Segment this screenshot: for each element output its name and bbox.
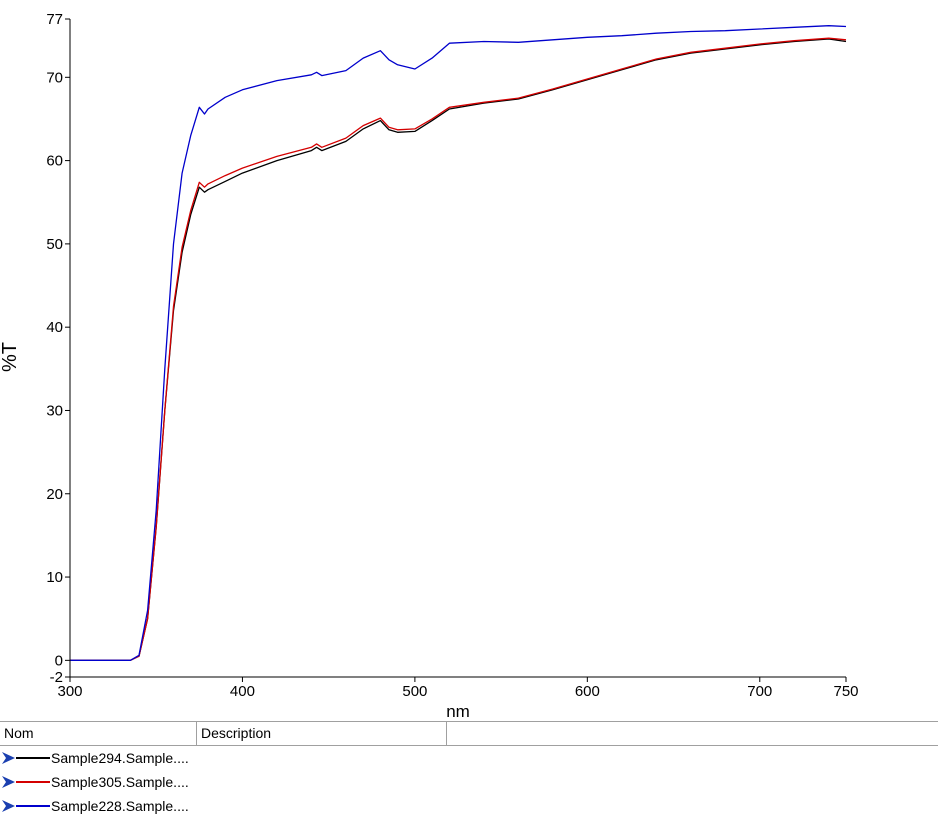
y-tick-label: 40 (46, 319, 63, 336)
y-tick-label: 70 (46, 69, 63, 86)
x-tick-label: 750 (833, 683, 858, 700)
series-swatch (16, 781, 50, 783)
x-axis-ticks: 300 400 500 600 700 750 (57, 677, 859, 700)
x-tick-label: 600 (575, 683, 600, 700)
column-header-description[interactable]: Description (197, 722, 447, 745)
y-tick-label: 50 (46, 236, 63, 253)
x-tick-label: 400 (230, 683, 255, 700)
series-line-2 (70, 37, 847, 661)
y-tick-label: 77 (46, 11, 63, 28)
y-tick-label: 0 (55, 652, 63, 669)
y-tick-label: -2 (50, 669, 63, 686)
series-layer (70, 25, 847, 661)
y-tick-label: 30 (46, 402, 63, 419)
legend-panel: Nom Description Sample294.Sample.... Sam… (0, 721, 938, 817)
arrow-right-icon (2, 800, 15, 812)
x-tick-label: 700 (747, 683, 772, 700)
y-axis-label: %T (0, 342, 21, 372)
legend-row[interactable]: Sample294.Sample.... (0, 747, 300, 769)
series-line-1 (70, 38, 847, 661)
y-tick-label: 10 (46, 569, 63, 586)
legend-row[interactable]: Sample228.Sample.... (0, 795, 300, 817)
legend-row[interactable]: Sample305.Sample.... (0, 771, 300, 793)
y-tick-label: 20 (46, 486, 63, 503)
series-swatch (16, 805, 50, 807)
series-swatch (16, 757, 50, 759)
series-line-3 (70, 25, 847, 661)
transmittance-chart: 77 70 60 50 40 30 20 10 0-2 300 400 500 600 700 750 %… (0, 11, 859, 720)
arrow-right-icon (2, 752, 15, 764)
column-header-nom[interactable]: Nom (0, 722, 197, 745)
x-tick-label: 300 (57, 683, 82, 700)
series-name: Sample228.Sample.... (51, 798, 189, 814)
series-name: Sample294.Sample.... (51, 750, 189, 766)
legend-header: Nom Description (0, 721, 938, 746)
y-tick-label: 60 (46, 153, 63, 170)
y-axis-ticks: 77 70 60 50 40 30 20 10 0-2 (46, 11, 70, 686)
x-axis-label: nm (446, 702, 470, 720)
x-tick-label: 500 (402, 683, 427, 700)
arrow-right-icon (2, 776, 15, 788)
series-name: Sample305.Sample.... (51, 774, 189, 790)
